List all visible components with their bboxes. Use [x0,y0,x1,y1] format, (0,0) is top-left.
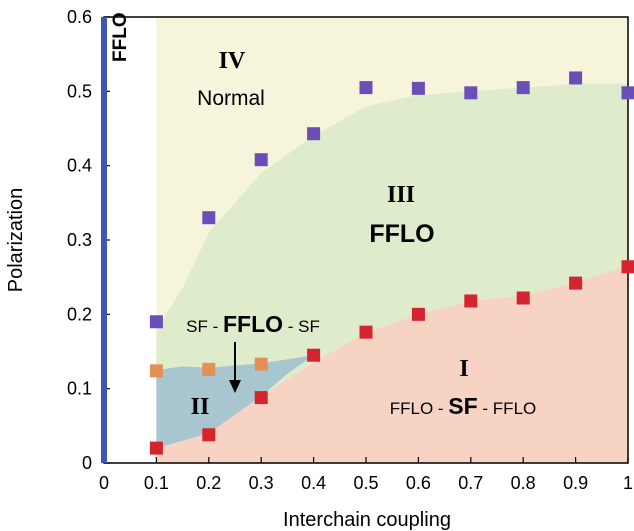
region-i-label-left: FFLO - [390,399,449,418]
data-point [464,86,478,100]
x-tick-label: 0.5 [353,473,378,493]
data-point [149,441,163,455]
arrow-annotation-label: SF - FFLO - SF [186,311,320,337]
data-point [254,391,268,405]
data-point [307,348,321,362]
x-tick-label: 0.3 [249,473,274,493]
x-tick-label: 0.1 [144,473,169,493]
y-tick-label: 0.4 [67,156,92,176]
y-tick-label: 0.3 [67,230,92,250]
data-point [254,153,268,167]
axes: 0 0.1 0.2 0.3 0.4 0.5 0.6 0.7 0.8 0.9 1 0 0.1 0.2 0.3 0… [67,7,633,493]
data-point [621,260,634,274]
y-tick-label: 0.5 [67,81,92,101]
region-ii-numeral: II [191,394,210,420]
region-i-label-mid: SF [448,393,477,419]
region-iv-label: Normal [197,87,265,110]
region-i-numeral: I [459,356,468,382]
phase-regions [156,17,628,464]
data-point [621,86,634,100]
data-point [359,325,373,339]
data-point [569,71,583,85]
region-i-area [156,266,628,463]
region-ii-area [156,355,314,449]
fflo-bar-label: FFLO [110,12,131,62]
x-tick-label: 0.2 [196,473,221,493]
data-point [516,291,530,305]
x-tick-label: 1 [623,473,633,493]
y-tick-label: 0.2 [67,304,92,324]
annotation-arrow-head [229,380,241,393]
data-point [202,428,216,442]
data-point [411,307,425,321]
data-point [202,211,216,225]
arrow-label-mid: FFLO [223,311,283,337]
x-tick-label: 0.4 [301,473,326,493]
x-tick-label: 0.6 [406,473,431,493]
region-i-label-right: - FFLO [478,399,537,418]
fflo-axis-bar [101,17,107,463]
data-point [202,362,216,376]
data-points [149,71,634,455]
data-point [411,81,425,95]
data-point [464,294,478,308]
arrow-label-right: - SF [283,317,320,336]
data-point [307,127,321,141]
region-iii-label: FFLO [369,220,434,248]
x-tick-label: 0.9 [563,473,588,493]
data-point [254,357,268,371]
y-tick-label: 0.1 [67,379,92,399]
x-axis-title: Interchain coupling [283,509,451,531]
data-point [149,315,163,329]
y-tick-label: 0.6 [67,7,92,27]
region-i-label: FFLO - SF - FFLO [390,393,537,419]
y-tick-label: 0 [82,453,92,473]
arrow-label-left: SF - [186,317,223,336]
y-axis-title: Polarization [5,188,27,293]
x-tick-label: 0 [99,473,109,493]
data-point [149,364,163,378]
data-point [569,276,583,290]
x-tick-label: 0.8 [511,473,536,493]
region-iii-numeral: III [387,182,415,208]
x-tick-label: 0.7 [458,473,483,493]
data-point [516,81,530,95]
region-iv-numeral: IV [219,48,246,74]
data-point [359,81,373,95]
